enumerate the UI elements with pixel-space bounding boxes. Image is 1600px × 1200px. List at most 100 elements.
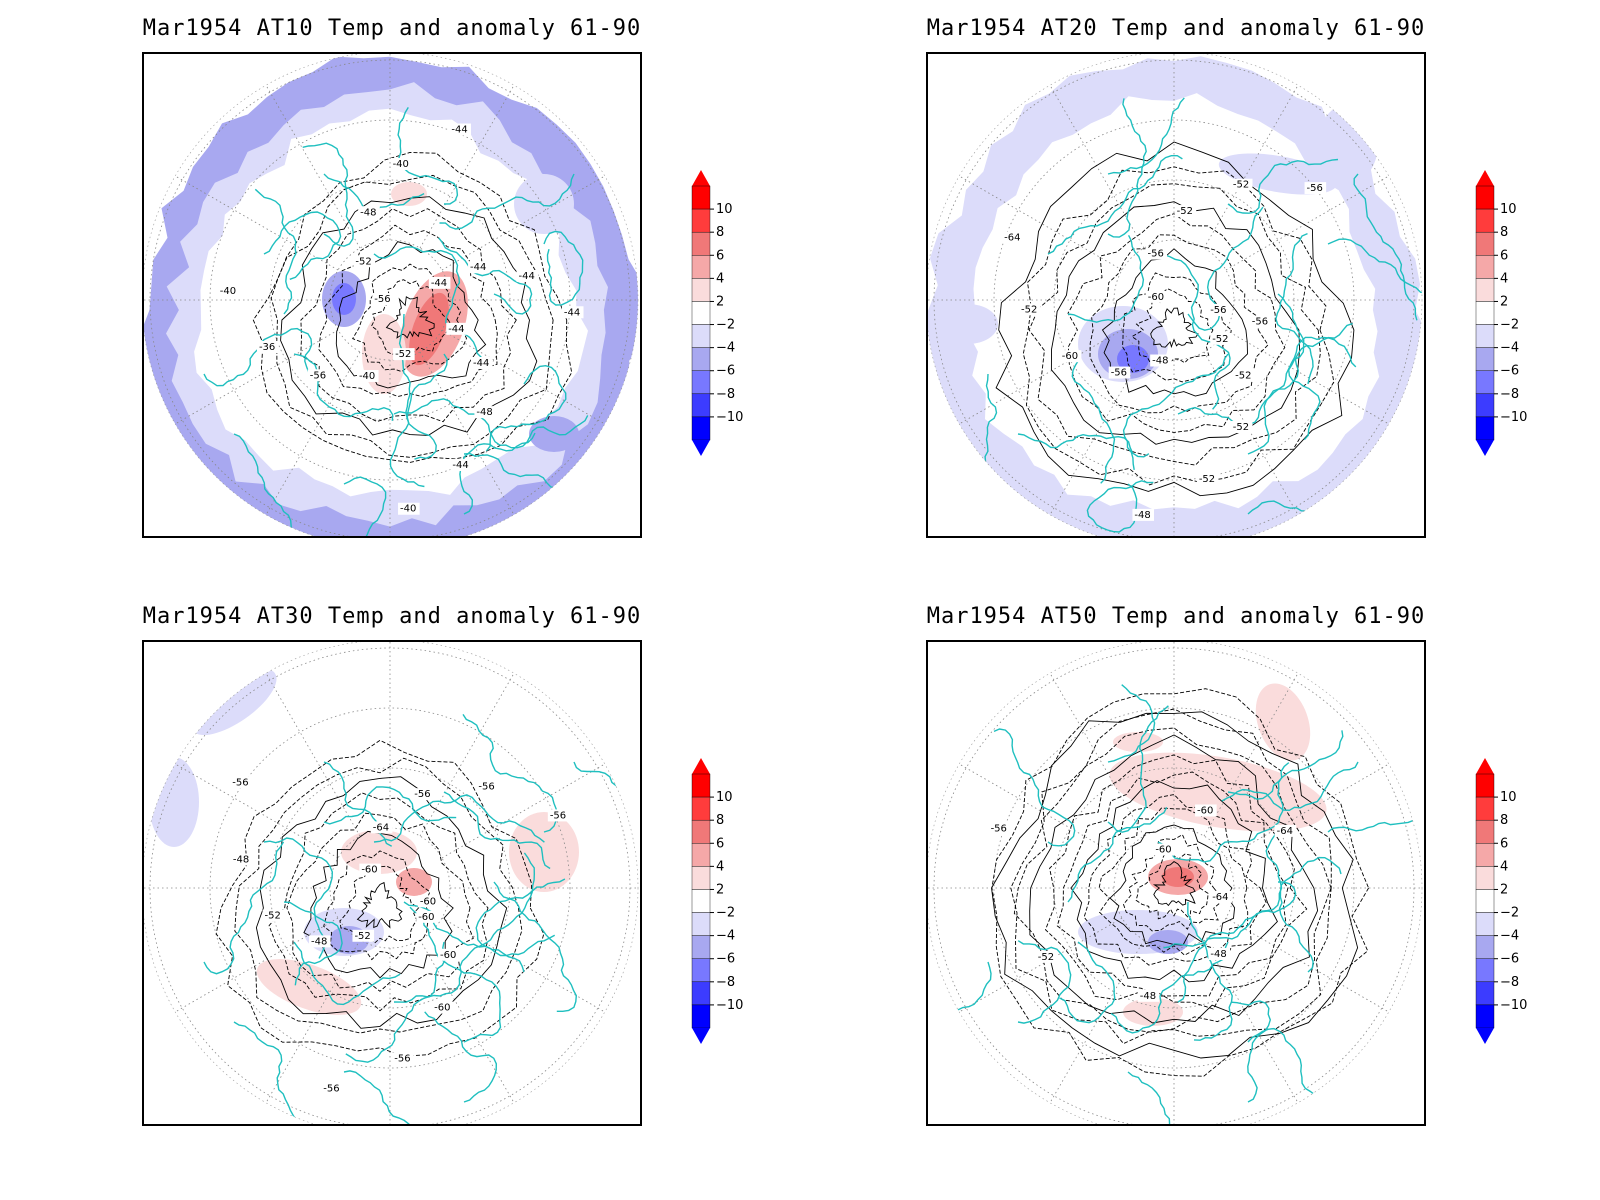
colorbar-swatch — [691, 1004, 711, 1029]
panel-title: Mar1954 AT10 Temp and anomaly 61-90 — [142, 16, 642, 41]
contour-label: -48 — [311, 936, 327, 947]
colorbar-tick-label: 2 — [716, 882, 724, 897]
contour-label-bg — [217, 285, 240, 298]
coastline — [323, 786, 457, 825]
contour-label-bg — [1174, 205, 1197, 218]
coastline — [302, 476, 387, 536]
contour-label-bg — [417, 895, 440, 908]
coastline — [302, 142, 354, 247]
contour-label: -60 — [1062, 351, 1078, 362]
latitude-circle — [209, 707, 571, 1069]
anomaly-patch — [529, 416, 579, 452]
coastline — [1071, 353, 1116, 484]
colorbar-swatch — [1475, 819, 1495, 844]
contour-label-bg — [561, 306, 584, 319]
colorbar-tick-label: 2 — [1500, 294, 1508, 309]
contour-label: -56 — [1111, 368, 1127, 379]
contour-label-bg — [1145, 290, 1168, 303]
contour-line — [286, 812, 474, 992]
coastline — [424, 1011, 498, 1103]
colorbar-arrow-up — [1476, 758, 1494, 774]
coastline — [393, 398, 589, 449]
contour-label-bg — [988, 822, 1011, 835]
contour-label-bg — [321, 1082, 343, 1095]
colorbar-tick-label: 4 — [716, 271, 724, 286]
colorbar-tick-label: −10 — [716, 410, 743, 425]
coastline — [1110, 941, 1229, 1034]
colorbar-swatch — [691, 208, 711, 233]
contour-line — [385, 296, 435, 339]
polar-map: -44 -44 -48 -44 -40 -52 -40 -56 -36 -40 -56 -52 -48 -… — [142, 52, 642, 538]
colorbar-swatch — [691, 773, 711, 798]
colorbar-tick-label: 8 — [716, 813, 724, 828]
coastline — [493, 881, 578, 1012]
anomaly-patch — [1255, 683, 1311, 761]
contour-label-bg — [1304, 182, 1327, 195]
colorbar-swatch — [691, 843, 711, 867]
coastline — [1107, 684, 1156, 763]
panel-title: Mar1954 AT30 Temp and anomaly 61-90 — [142, 604, 642, 629]
contour-label-bg — [1145, 247, 1168, 260]
contour-line — [335, 241, 487, 389]
coastline — [1107, 98, 1147, 238]
contour-label-bg — [428, 276, 451, 289]
contour-label-bg — [516, 269, 539, 282]
contour-label: -52 — [395, 349, 411, 360]
coastline — [345, 941, 446, 1063]
colorbar: 10 8 6 4 2 −2 −4 −6 −8 −10 — [691, 758, 743, 1044]
coastline — [409, 906, 502, 1043]
coastline — [293, 353, 394, 421]
contour-label-bg — [1230, 178, 1253, 191]
anomaly-band — [967, 93, 1380, 510]
contour-label-bg — [416, 910, 438, 923]
colorbar-swatch — [691, 796, 711, 821]
coastline — [398, 313, 437, 460]
colorbar-tick-label: 4 — [716, 859, 724, 874]
colorbar-swatch — [1475, 866, 1495, 890]
colorbar-tick-label: 4 — [1500, 859, 1508, 874]
contour-label: -64 — [1212, 892, 1228, 903]
anomaly-patch — [149, 757, 199, 847]
contour-label-bg — [1208, 303, 1230, 316]
coastline — [1047, 155, 1183, 255]
contour-line — [255, 776, 508, 1029]
contour-label: -56 — [1147, 249, 1163, 260]
coastline — [1107, 705, 1169, 833]
contour-label-bg — [468, 261, 490, 274]
latitude-circle — [993, 707, 1355, 1069]
colorbar-swatch — [691, 393, 711, 418]
colorbar-swatch — [1475, 231, 1495, 256]
coastline — [203, 327, 313, 387]
colorbar-swatch — [1475, 416, 1495, 441]
anomaly-patch — [1318, 104, 1378, 184]
coastline — [233, 433, 306, 536]
contour-label: -40 — [400, 504, 416, 515]
colorbar-swatch — [691, 416, 711, 441]
coastline — [1275, 232, 1314, 385]
colorbar-swatch — [691, 301, 711, 325]
contour-label: -56 — [1252, 317, 1268, 328]
coastline — [373, 794, 545, 843]
contour-line — [318, 224, 498, 397]
contour-label: -52 — [264, 911, 280, 922]
contour-label: -60 — [434, 1003, 450, 1014]
contour-label-bg — [412, 788, 434, 801]
contour-line — [1122, 272, 1232, 383]
colorbar-tick-label: 10 — [1500, 790, 1517, 805]
coastline — [1227, 730, 1344, 800]
contour-label-bg — [309, 935, 331, 948]
colorbar-swatch — [1475, 796, 1495, 821]
contour-label: -52 — [1233, 180, 1249, 191]
coastline — [1017, 433, 1150, 458]
contour-label-bg — [476, 780, 498, 793]
map-disc — [928, 642, 1422, 1124]
contour-label-bg — [256, 340, 279, 353]
contour-label: -44 — [470, 262, 486, 273]
contour-line — [1022, 166, 1335, 486]
contour-label: -44 — [564, 307, 580, 318]
coastline — [1247, 336, 1357, 455]
colorbar-tick-label: −6 — [716, 952, 735, 967]
contour-label-bg — [1059, 350, 1082, 363]
contour-line — [991, 688, 1370, 1077]
contour-label-bg — [1002, 231, 1024, 244]
